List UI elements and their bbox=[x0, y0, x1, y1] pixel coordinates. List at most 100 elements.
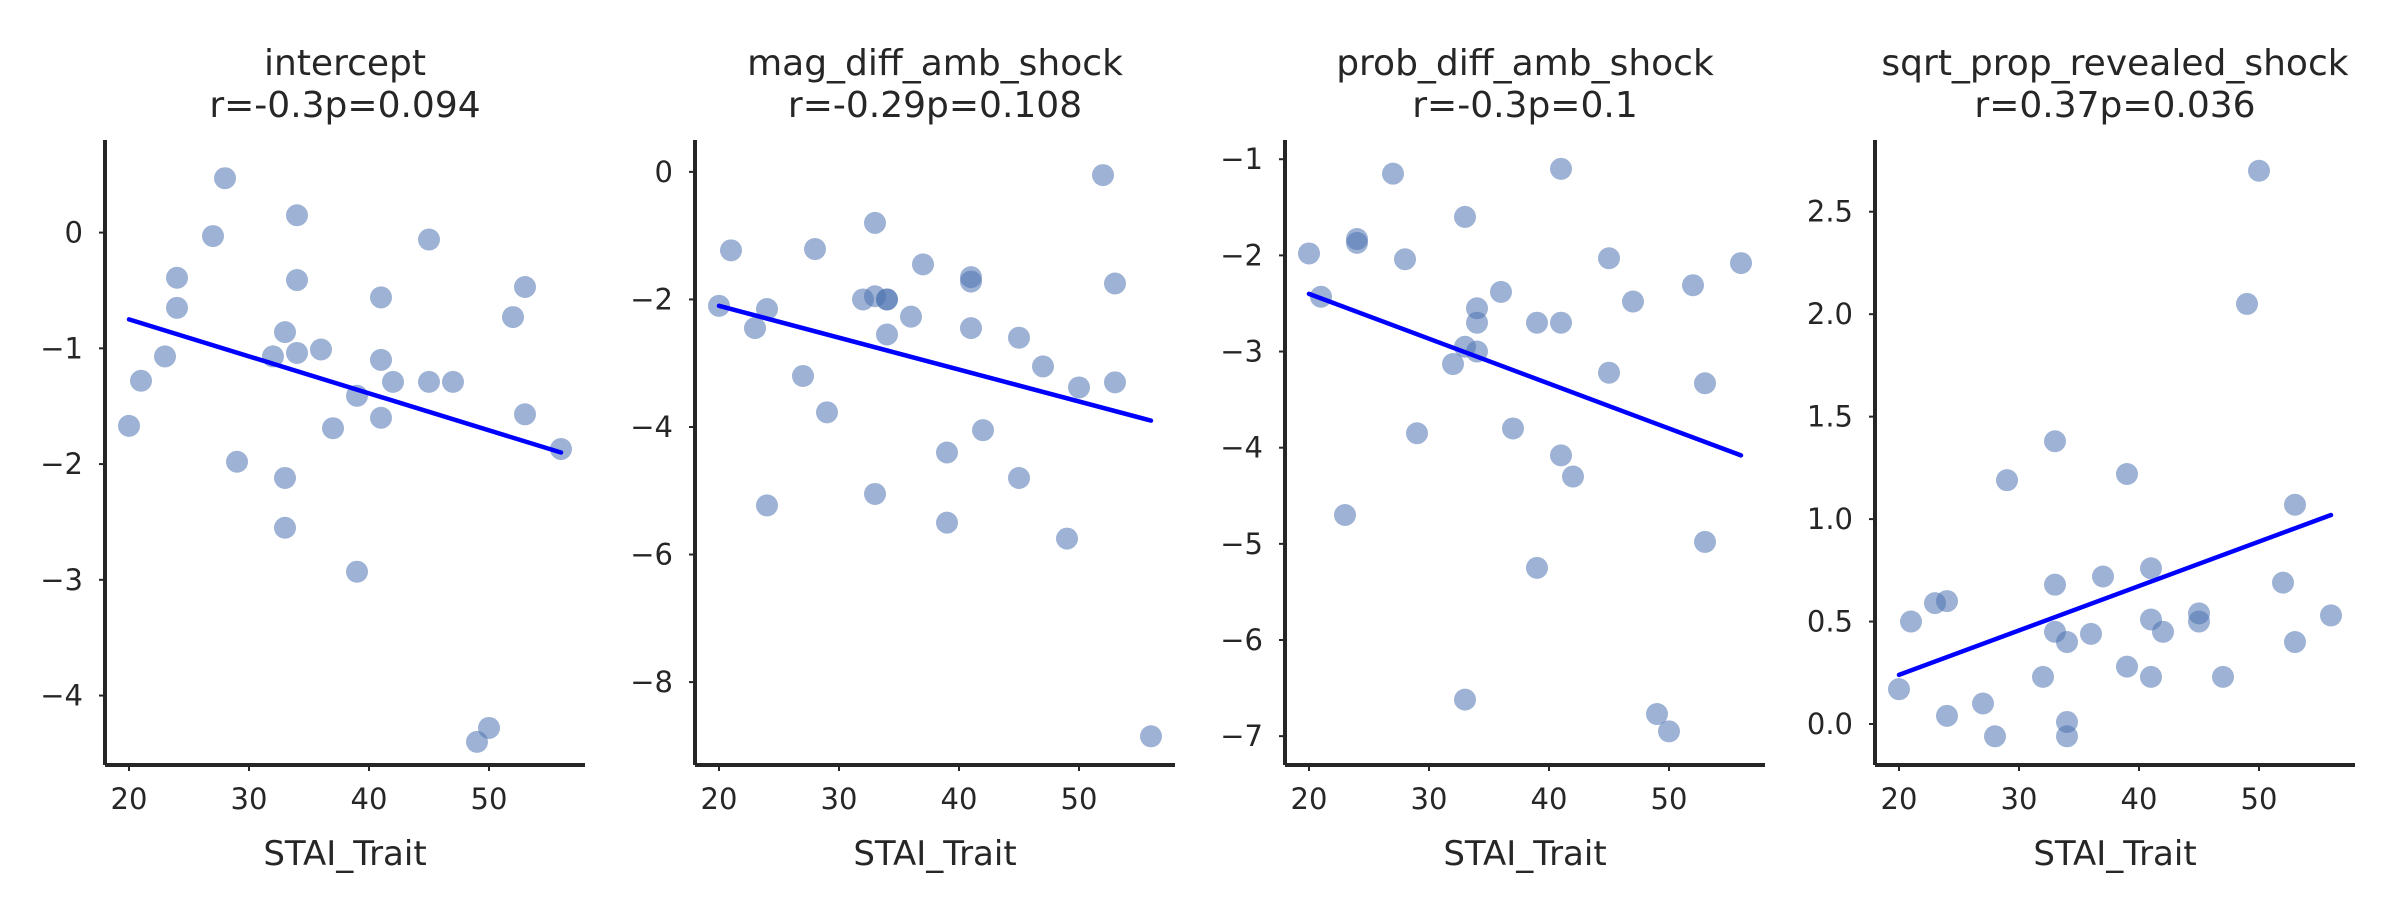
data-point bbox=[1406, 422, 1428, 445]
data-point bbox=[720, 239, 742, 262]
data-point bbox=[322, 417, 344, 440]
data-point bbox=[1936, 590, 1958, 613]
data-point bbox=[2284, 493, 2306, 516]
regression-line bbox=[126, 317, 564, 455]
y-tick-label: −4 bbox=[1220, 431, 1263, 465]
regression-line bbox=[1896, 512, 2334, 678]
data-point bbox=[1490, 280, 1512, 303]
data-point bbox=[1550, 444, 1572, 467]
data-point bbox=[118, 414, 140, 437]
y-tick-label: −5 bbox=[1220, 527, 1263, 561]
data-point bbox=[1622, 290, 1644, 313]
data-point bbox=[130, 369, 152, 392]
data-point bbox=[2080, 622, 2102, 645]
data-point bbox=[274, 321, 296, 344]
regression-line bbox=[716, 303, 1154, 423]
subplot-title: prob_diff_amb_shock bbox=[1336, 43, 1714, 84]
y-tick-label: −2 bbox=[630, 282, 673, 316]
data-point bbox=[1936, 704, 1958, 727]
data-point bbox=[2116, 463, 2138, 486]
x-tick-label: 30 bbox=[2001, 782, 2038, 816]
x-tick-label: 40 bbox=[2121, 782, 2158, 816]
x-tick-label: 30 bbox=[1411, 782, 1448, 816]
data-point bbox=[1682, 274, 1704, 297]
data-point bbox=[2152, 620, 2174, 643]
data-point bbox=[2032, 665, 2054, 688]
data-point bbox=[876, 288, 898, 311]
data-point bbox=[1346, 231, 1368, 254]
data-point bbox=[1984, 725, 2006, 748]
data-point bbox=[1900, 610, 1922, 633]
subplot-stats: r=-0.29p=0.108 bbox=[788, 85, 1082, 126]
data-point bbox=[502, 306, 524, 329]
data-point bbox=[2140, 665, 2162, 688]
x-axis-label: STAI_Trait bbox=[2033, 834, 2196, 874]
data-point bbox=[2212, 665, 2234, 688]
data-point bbox=[2248, 159, 2270, 182]
x-tick-label: 20 bbox=[701, 782, 738, 816]
subplot-title: mag_diff_amb_shock bbox=[747, 43, 1123, 84]
y-tick-label: 1.0 bbox=[1807, 502, 1853, 536]
data-point bbox=[864, 482, 886, 505]
data-point bbox=[816, 401, 838, 424]
data-point bbox=[2044, 430, 2066, 453]
y-tick-label: 1.5 bbox=[1807, 400, 1853, 434]
data-point bbox=[1996, 469, 2018, 492]
data-point bbox=[1298, 242, 1320, 265]
data-point bbox=[2056, 725, 2078, 748]
y-tick-label: −7 bbox=[1220, 719, 1263, 753]
data-point bbox=[166, 266, 188, 289]
data-point bbox=[1068, 376, 1090, 399]
data-point bbox=[912, 253, 934, 276]
data-point bbox=[2320, 604, 2342, 627]
data-point bbox=[226, 450, 248, 473]
data-point bbox=[1008, 467, 1030, 490]
y-tick-label: 0.0 bbox=[1807, 707, 1853, 741]
x-tick-label: 30 bbox=[821, 782, 858, 816]
data-point bbox=[370, 286, 392, 309]
x-tick-label: 20 bbox=[111, 782, 148, 816]
data-point bbox=[2284, 631, 2306, 654]
data-point bbox=[2140, 557, 2162, 580]
y-tick-label: −1 bbox=[1220, 142, 1263, 176]
data-point bbox=[2116, 655, 2138, 678]
data-point bbox=[286, 341, 308, 364]
data-point bbox=[274, 516, 296, 539]
data-point bbox=[1526, 556, 1548, 579]
data-point bbox=[166, 296, 188, 319]
data-point bbox=[1008, 326, 1030, 349]
data-point bbox=[214, 167, 236, 190]
data-point bbox=[1646, 703, 1668, 726]
y-tick-label: 0 bbox=[655, 155, 673, 189]
y-tick-label: −2 bbox=[1220, 238, 1263, 272]
x-axis-label: STAI_Trait bbox=[263, 834, 426, 874]
data-point bbox=[900, 305, 922, 328]
data-point bbox=[960, 317, 982, 340]
data-point bbox=[792, 364, 814, 387]
data-point bbox=[1502, 417, 1524, 440]
data-point bbox=[1730, 252, 1752, 275]
x-tick-label: 40 bbox=[351, 782, 388, 816]
data-point bbox=[514, 403, 536, 426]
data-point bbox=[2056, 631, 2078, 654]
data-point bbox=[478, 716, 500, 739]
data-point bbox=[960, 270, 982, 293]
x-tick-label: 50 bbox=[1651, 782, 1688, 816]
data-point bbox=[744, 317, 766, 340]
subplot-stats: r=-0.3p=0.094 bbox=[209, 85, 480, 126]
data-point bbox=[1334, 504, 1356, 526]
y-tick-label: 0 bbox=[65, 216, 83, 250]
data-point bbox=[2272, 571, 2294, 594]
data-point bbox=[1598, 361, 1620, 384]
y-tick-label: 0.5 bbox=[1807, 605, 1853, 639]
y-tick-label: −2 bbox=[40, 447, 83, 481]
subplot-stats: r=0.37p=0.036 bbox=[1974, 85, 2255, 126]
y-tick-label: 2.0 bbox=[1807, 297, 1853, 331]
data-point bbox=[2188, 610, 2210, 633]
data-point bbox=[1032, 355, 1054, 378]
subplot-title: sqrt_prop_revealed_shock bbox=[1881, 43, 2348, 84]
data-point bbox=[1550, 157, 1572, 180]
data-point bbox=[418, 370, 440, 393]
subplot-stats: r=-0.3p=0.1 bbox=[1412, 85, 1637, 126]
subplot-title: intercept bbox=[264, 43, 426, 84]
